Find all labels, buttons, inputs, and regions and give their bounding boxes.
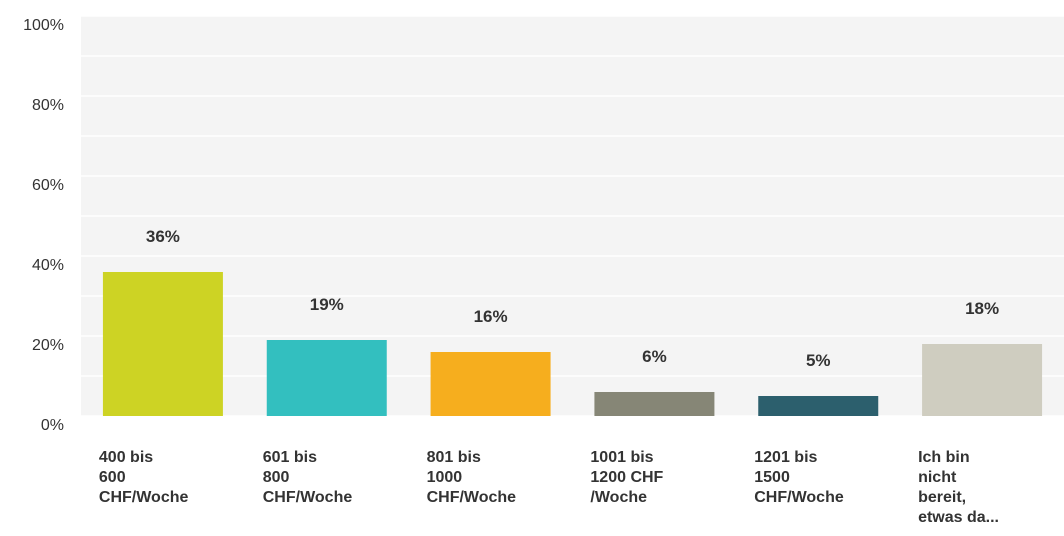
value-label: 5%	[806, 351, 831, 370]
x-tick-label: /Woche	[590, 489, 647, 506]
x-tick-label: 800	[263, 469, 290, 486]
y-tick-label: 20%	[32, 337, 64, 354]
value-label: 6%	[642, 347, 667, 366]
x-tick-label: 1000	[427, 469, 463, 486]
x-tick-label: Ich bin	[918, 449, 970, 466]
x-tick-label: 601 bis	[263, 449, 317, 466]
x-tick-label: CHF/Woche	[754, 489, 844, 506]
bar	[594, 392, 715, 416]
y-tick-label: 100%	[23, 17, 64, 34]
y-tick-label: 80%	[32, 97, 64, 114]
x-tick-label: CHF/Woche	[99, 489, 189, 506]
value-label: 18%	[965, 299, 999, 318]
y-tick-label: 60%	[32, 177, 64, 194]
x-tick-label: CHF/Woche	[427, 489, 517, 506]
x-tick-label: 400 bis	[99, 449, 153, 466]
x-tick-label: nicht	[918, 469, 957, 486]
x-tick-label: bereit,	[918, 489, 966, 506]
x-tick-label: etwas da...	[918, 509, 999, 526]
x-tick-label: CHF/Woche	[263, 489, 353, 506]
x-tick-label: 1001 bis	[590, 449, 653, 466]
bar	[430, 352, 551, 416]
value-label: 16%	[474, 307, 508, 326]
y-tick-label: 40%	[32, 257, 64, 274]
value-label: 36%	[146, 227, 180, 246]
x-tick-label: 1200 CHF	[590, 469, 663, 486]
x-tick-label: 600	[99, 469, 126, 486]
bar	[922, 344, 1043, 416]
x-tick-label: 801 bis	[427, 449, 481, 466]
x-tick-label: 1500	[754, 469, 790, 486]
bar	[758, 396, 879, 416]
bar	[102, 272, 223, 416]
x-tick-label: 1201 bis	[754, 449, 817, 466]
value-label: 19%	[310, 295, 344, 314]
bar	[266, 340, 387, 416]
y-tick-label: 0%	[41, 417, 64, 434]
